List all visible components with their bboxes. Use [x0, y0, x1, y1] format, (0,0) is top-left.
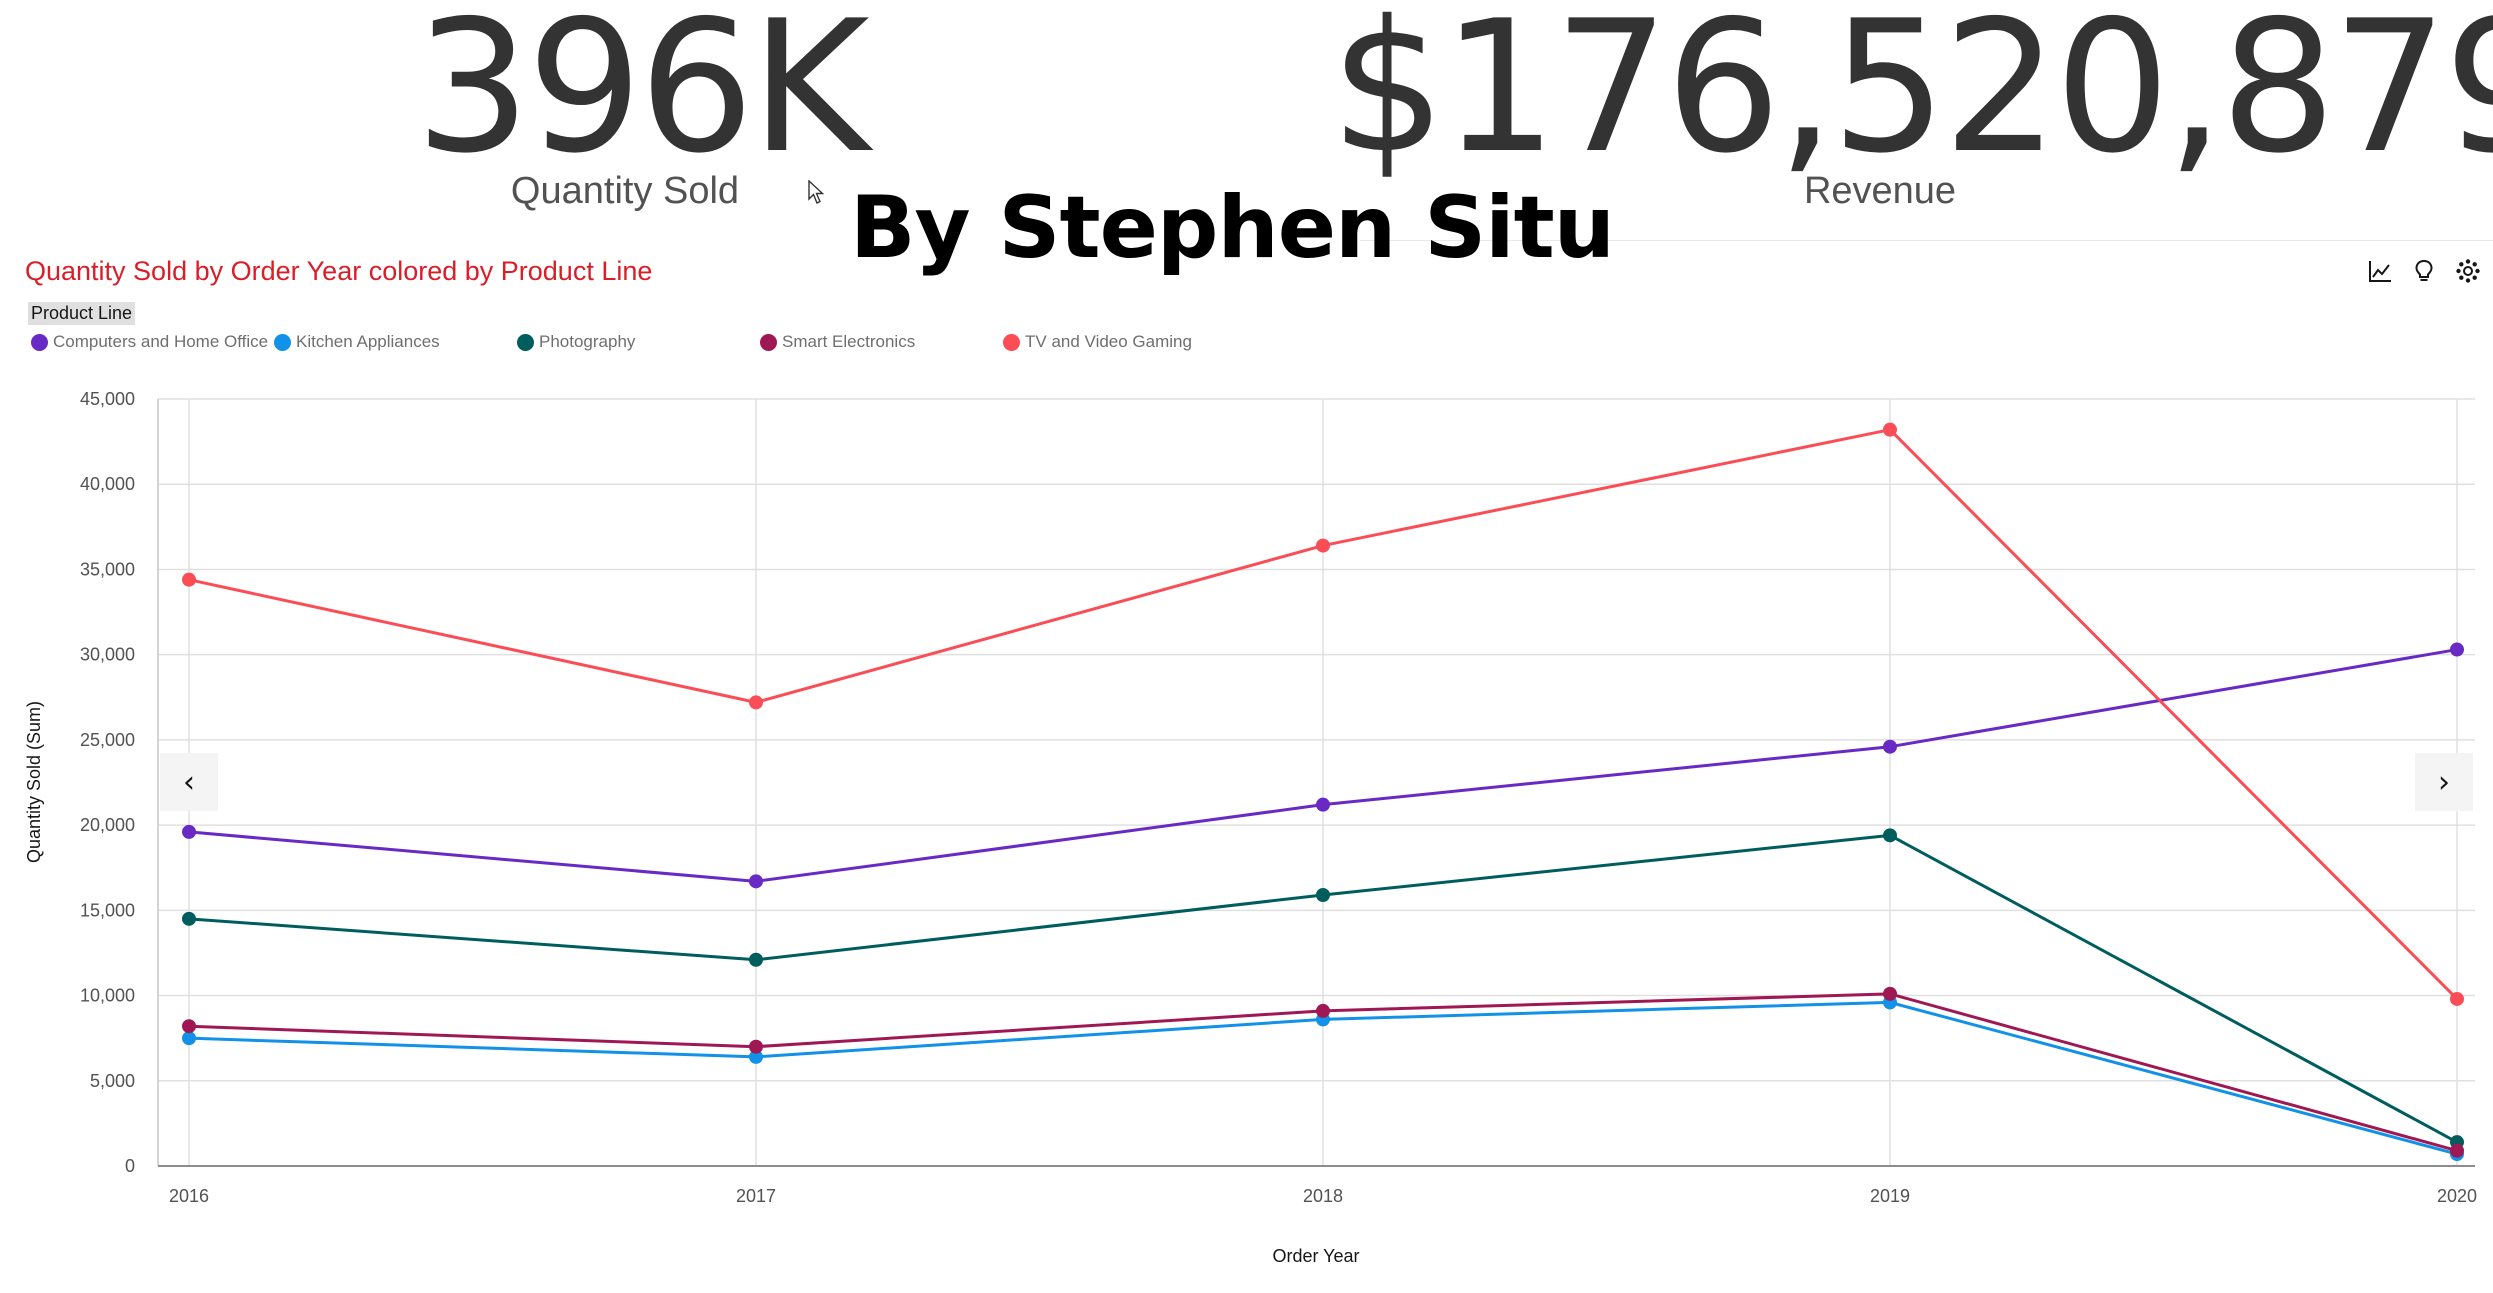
data-point [749, 1049, 763, 1064]
y-axis-title: Quantity Sold (Sum) [24, 701, 44, 863]
quantity-sold-value: 396K [415, 0, 870, 193]
chart-title: Quantity Sold by Order Year colored by P… [25, 256, 653, 286]
data-point [749, 695, 763, 710]
revenue-value: $176,520,879 [1330, 0, 2493, 193]
legend-label: Computers and Home Office [53, 332, 269, 351]
data-point [1883, 739, 1897, 754]
x-axis-title: Order Year [1272, 1246, 1359, 1266]
revenue-label: Revenue [1803, 170, 1957, 212]
legend-label: TV and Video Gaming [1025, 332, 1192, 351]
legend-swatch [760, 333, 777, 351]
data-point [182, 911, 196, 926]
x-tick-label: 2016 [169, 1186, 209, 1206]
data-point [182, 824, 196, 839]
data-point [749, 1039, 763, 1054]
data-point [2450, 1143, 2464, 1158]
y-tick-label: 45,000 [80, 389, 135, 409]
previous-page-button[interactable]: ‹ [160, 753, 218, 811]
data-point [182, 1019, 196, 1034]
y-tick-label: 20,000 [80, 815, 135, 835]
legend-swatch [274, 333, 291, 351]
lightbulb-icon[interactable] [2411, 258, 2437, 284]
y-tick-label: 0 [125, 1156, 135, 1176]
y-tick-label: 25,000 [80, 730, 135, 750]
legend-swatch [1003, 333, 1020, 351]
y-tick-label: 40,000 [80, 474, 135, 494]
legend-item-tv-gaming[interactable]: TV and Video Gaming [1003, 332, 1192, 352]
kpi-divider [1360, 240, 2493, 241]
chart-toolbar [2367, 258, 2481, 284]
data-point [1316, 797, 1330, 812]
x-tick-label: 2017 [736, 1186, 776, 1206]
legend-item-photography[interactable]: Photography [517, 332, 635, 352]
legend-item-computers[interactable]: Computers and Home Office [31, 332, 268, 352]
data-point [182, 572, 196, 587]
data-point [749, 952, 763, 967]
y-tick-label: 5,000 [90, 1071, 135, 1091]
data-point [2450, 991, 2464, 1006]
data-point [1316, 887, 1330, 902]
y-tick-label: 15,000 [80, 900, 135, 920]
x-tick-label: 2018 [1303, 1186, 1343, 1206]
settings-icon[interactable] [2455, 258, 2481, 284]
data-point [182, 1031, 196, 1046]
next-page-button[interactable]: › [2415, 753, 2473, 811]
data-point [1883, 828, 1897, 843]
data-point [1883, 986, 1897, 1001]
legend-item-smart-electronics[interactable]: Smart Electronics [760, 332, 915, 352]
legend-swatch [517, 333, 534, 351]
data-point [2450, 642, 2464, 657]
x-tick-label: 2019 [1870, 1186, 1910, 1206]
legend-label: Photography [539, 332, 636, 351]
data-point [749, 874, 763, 889]
mouse-cursor-icon [808, 180, 825, 204]
y-tick-label: 35,000 [80, 559, 135, 579]
legend-item-kitchen[interactable]: Kitchen Appliances [274, 332, 440, 352]
line-chart-icon[interactable] [2367, 258, 2393, 284]
quantity-sold-label: Quantity Sold [510, 170, 740, 212]
data-point [1883, 422, 1897, 437]
legend-label: Smart Electronics [782, 332, 916, 351]
author-watermark: By Stephen Situ [850, 178, 1615, 278]
legend-label: Kitchen Appliances [296, 332, 440, 351]
data-point [1316, 1003, 1330, 1018]
data-point [1316, 538, 1330, 553]
legend-title: Product Line [28, 302, 136, 325]
x-tick-label: 2020 [2437, 1186, 2477, 1206]
y-tick-label: 10,000 [80, 986, 135, 1006]
y-tick-label: 30,000 [80, 645, 135, 665]
legend-swatch [31, 333, 48, 351]
